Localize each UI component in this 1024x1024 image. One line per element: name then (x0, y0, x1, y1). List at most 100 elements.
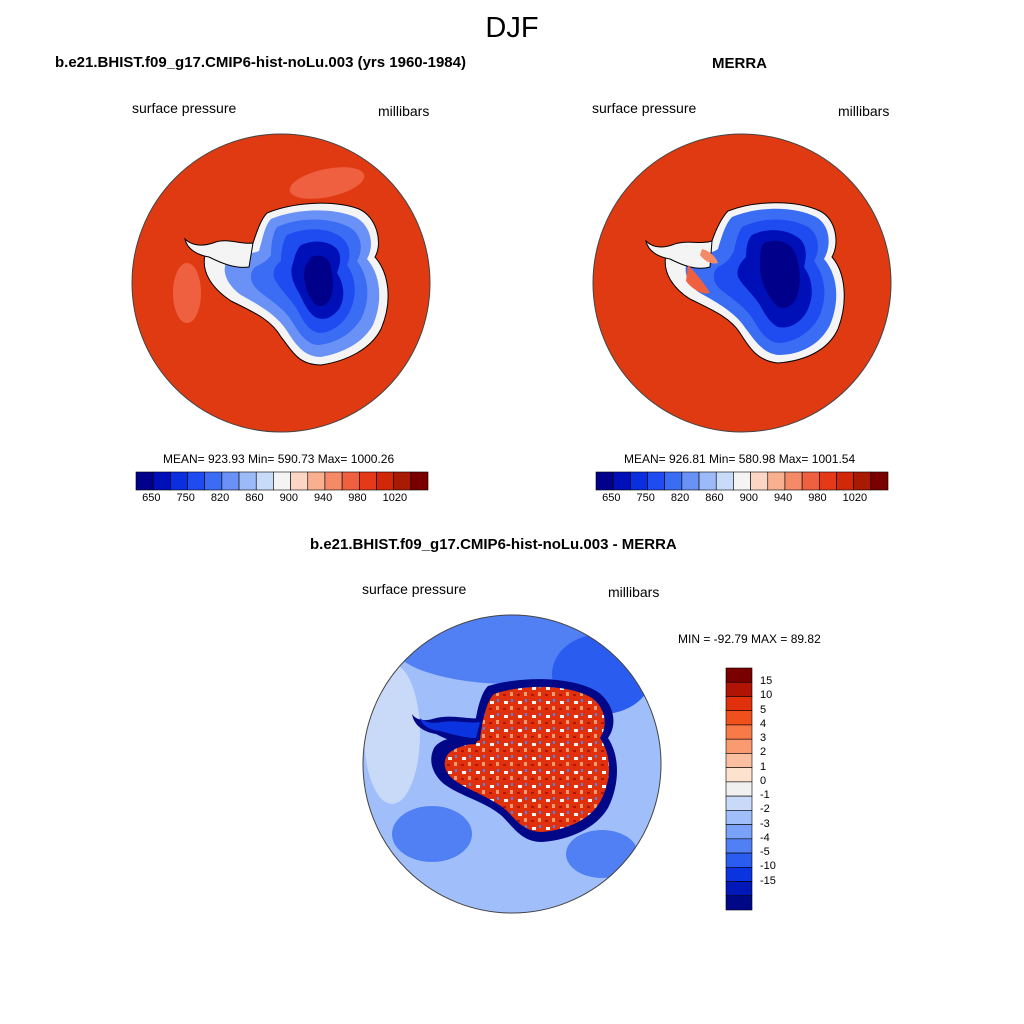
obs-colorbar (595, 471, 889, 491)
colorbar-tick-label: 4 (760, 717, 767, 730)
colorbar-tick-label: -2 (760, 803, 770, 816)
colorbar-tick-label: 10 (760, 689, 773, 702)
colorbar-tick-label: 1 (760, 760, 767, 773)
colorbar-swatch (725, 810, 753, 825)
colorbar-swatch (725, 795, 753, 811)
diff-colorbar-labels: 15 10 5 4 3 2 1 0 -1 -2 -3 -4 -5 -10 -15 (760, 668, 800, 910)
colorbar-tick-label: -15 (760, 874, 776, 887)
colorbar-swatch (784, 471, 803, 491)
diff-peninsula (420, 718, 480, 738)
colorbar-tick-label: 860 (245, 492, 264, 504)
colorbar-tick-label: 980 (808, 492, 827, 504)
model-colorbar-labels: 650 750 820 860 900 940 980 1020 (136, 492, 428, 508)
colorbar-swatch (595, 471, 614, 491)
colorbar-swatch (715, 471, 734, 491)
colorbar-tick-label: 750 (176, 492, 195, 504)
diff-ocean-band (364, 664, 420, 804)
model-colorbar (135, 471, 429, 491)
obs-polar-map (592, 133, 892, 433)
colorbar-tick-label: 860 (705, 492, 724, 504)
colorbar-tick-label: 900 (739, 492, 758, 504)
colorbar-tick-label: -4 (760, 831, 770, 844)
colorbar-tick-label: 1020 (842, 492, 868, 504)
colorbar-swatch (630, 471, 648, 491)
colorbar-swatch (725, 767, 753, 783)
obs-map-border (592, 133, 892, 433)
model-pressure-patch (173, 263, 201, 323)
colorbar-swatch (341, 471, 360, 491)
colorbar-tick-label: 0 (760, 774, 767, 787)
colorbar-swatch (681, 471, 700, 491)
colorbar-swatch (393, 471, 412, 491)
colorbar-swatch (725, 753, 753, 768)
colorbar-swatch (255, 471, 274, 491)
diff-map-border (362, 614, 662, 914)
colorbar-swatch (725, 895, 753, 911)
obs-variable-label: surface pressure (592, 100, 697, 116)
colorbar-tick-label: -1 (760, 789, 770, 802)
colorbar-swatch (152, 471, 171, 491)
colorbar-swatch (725, 866, 753, 882)
colorbar-swatch (170, 471, 188, 491)
colorbar-tick-label: 820 (670, 492, 690, 504)
colorbar-swatch (307, 471, 326, 491)
diff-stats: MIN = -92.79 MAX = 89.82 (678, 632, 821, 646)
colorbar-swatch (358, 471, 377, 491)
model-panel-title: b.e21.BHIST.f09_g17.CMIP6-hist-noLu.003 … (55, 54, 466, 71)
obs-stats: MEAN= 926.81 Min= 580.98 Max= 1001.54 (624, 452, 856, 466)
colorbar-swatch (376, 471, 394, 491)
colorbar-swatch (725, 738, 753, 754)
colorbar-tick-label: 1020 (382, 492, 408, 504)
obs-peninsula-high (686, 265, 710, 294)
obs-units-label: millibars (838, 103, 890, 119)
colorbar-swatch (204, 471, 223, 491)
colorbar-swatch (750, 471, 769, 491)
obs-panel-title: MERRA (712, 55, 767, 72)
model-stats: MEAN= 923.93 Min= 590.73 Max= 1000.26 (163, 452, 395, 466)
colorbar-swatch (290, 471, 309, 491)
colorbar-tick-label: 5 (760, 703, 767, 716)
colorbar-tick-label: 820 (210, 492, 230, 504)
colorbar-swatch (725, 838, 753, 854)
colorbar-swatch (725, 710, 753, 726)
colorbar-swatch (725, 824, 753, 840)
diff-antarctica-field (444, 686, 609, 832)
colorbar-swatch (870, 471, 889, 491)
diff-ocean-band (392, 806, 472, 862)
colorbar-tick-label: 980 (348, 492, 367, 504)
model-antarctica-band (304, 255, 333, 307)
colorbar-tick-label: 650 (602, 492, 621, 504)
colorbar-swatch (324, 471, 343, 491)
colorbar-swatch (664, 471, 683, 491)
colorbar-swatch (647, 471, 666, 491)
colorbar-swatch (725, 852, 753, 868)
colorbar-swatch (187, 471, 206, 491)
colorbar-swatch (273, 471, 291, 491)
obs-peninsula-high (700, 249, 718, 264)
colorbar-swatch (221, 471, 240, 491)
colorbar-swatch (612, 471, 631, 491)
colorbar-swatch (725, 881, 753, 897)
colorbar-tick-label: 940 (773, 492, 793, 504)
colorbar-swatch (725, 681, 753, 697)
colorbar-tick-label: 900 (279, 492, 298, 504)
diff-colorbar (725, 667, 753, 911)
colorbar-swatch (410, 471, 429, 491)
colorbar-tick-label: -3 (760, 817, 770, 830)
colorbar-swatch (725, 667, 753, 683)
colorbar-tick-label: 2 (760, 746, 767, 759)
colorbar-swatch (725, 696, 753, 712)
colorbar-swatch (853, 471, 872, 491)
model-pressure-patch (289, 167, 365, 199)
colorbar-swatch (767, 471, 786, 491)
colorbar-swatch (818, 471, 837, 491)
diff-panel-title: b.e21.BHIST.f09_g17.CMIP6-hist-noLu.003 … (310, 536, 677, 553)
colorbar-tick-label: 15 (760, 675, 773, 688)
colorbar-swatch (725, 724, 753, 740)
colorbar-swatch (698, 471, 717, 491)
colorbar-swatch (238, 471, 257, 491)
colorbar-tick-label: -10 (760, 860, 776, 873)
diff-units-label: millibars (608, 584, 660, 600)
colorbar-swatch (801, 471, 820, 491)
model-variable-label: surface pressure (132, 100, 237, 116)
